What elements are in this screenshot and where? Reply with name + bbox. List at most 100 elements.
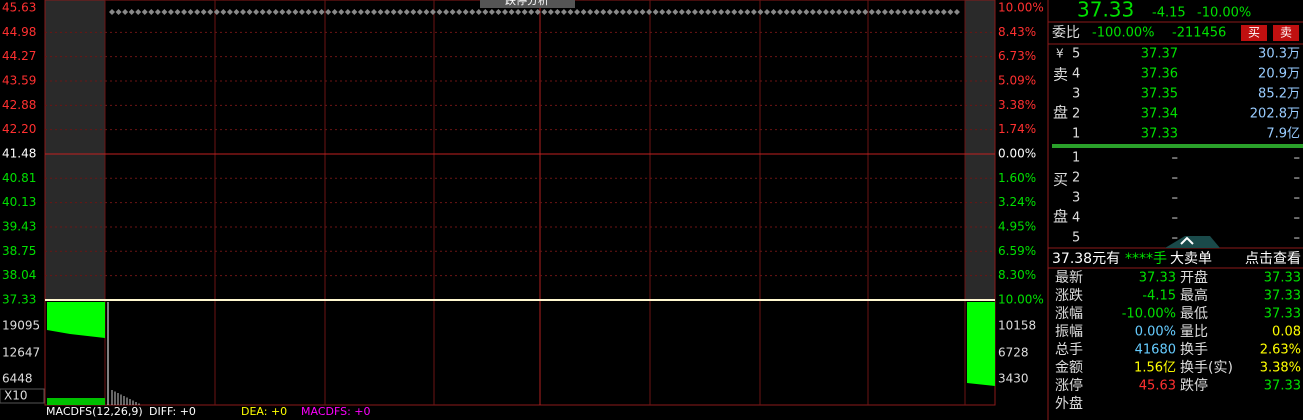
buy-button-label: 买 [1248, 26, 1260, 40]
percent-label: 4.95% [998, 219, 1036, 233]
buy-button[interactable] [1241, 25, 1267, 41]
marker [587, 9, 594, 15]
big-order: 37.38元有 [1052, 251, 1120, 267]
price-label: 38.04 [2, 268, 36, 282]
percent-label: 1.60% [998, 171, 1036, 185]
marker [927, 9, 934, 15]
marker [240, 9, 246, 15]
marker [154, 9, 161, 15]
marker [672, 9, 679, 15]
price-label: 44.98 [2, 25, 36, 39]
volume-area [47, 302, 105, 338]
marker [750, 9, 757, 15]
level-volume: – [1294, 211, 1301, 226]
marker [626, 9, 633, 15]
order-ratio-label: 委比 [1052, 25, 1080, 41]
level-volume: – [1294, 171, 1301, 186]
marker [443, 9, 450, 15]
stat-label: 最新 [1055, 270, 1083, 286]
marker [285, 9, 292, 15]
marker [495, 9, 502, 15]
level-volume: 20.9万 [1258, 67, 1300, 82]
stat-value: -4.15 [1142, 289, 1176, 304]
price-label: 42.20 [2, 122, 36, 136]
marker [947, 9, 954, 15]
level: 1 [1072, 127, 1080, 142]
level: 2 [1072, 107, 1080, 122]
button[interactable] [480, 0, 575, 8]
marker [895, 9, 901, 15]
marker [109, 9, 115, 15]
marker [606, 9, 613, 15]
price-label: 39.43 [2, 219, 36, 233]
level-price: – [1172, 191, 1179, 206]
marker [574, 9, 581, 15]
percent-label: 6.73% [998, 49, 1036, 63]
marker [351, 9, 358, 15]
marker [868, 9, 875, 15]
price-label: 38.75 [2, 244, 36, 258]
price-label: 44.27 [2, 49, 36, 63]
marker [181, 9, 188, 15]
marker [423, 9, 430, 15]
marker [901, 9, 908, 15]
marker [357, 9, 364, 15]
stat-value: 41680 [1135, 343, 1176, 358]
stat-value: 0.00% [1135, 325, 1176, 340]
stat-label: 量比 [1180, 324, 1208, 340]
stat-label: 金额 [1055, 360, 1083, 376]
marker [161, 9, 168, 15]
marker [469, 9, 476, 15]
marker [122, 9, 129, 15]
marker [292, 9, 299, 15]
percent-label: 8.43% [998, 25, 1036, 39]
marker [377, 9, 384, 15]
level: 3 [1072, 191, 1080, 206]
level: 5 [1072, 47, 1080, 62]
marker [875, 9, 882, 15]
marker [534, 9, 541, 15]
button-label: 跌停分析 [505, 0, 549, 7]
marker [744, 9, 751, 15]
percent-label: 0.00% [998, 146, 1036, 160]
marker [855, 9, 862, 15]
stat-label: 跌停 [1180, 377, 1208, 394]
marker [790, 9, 797, 15]
level-price: 37.34 [1141, 107, 1178, 122]
marker [809, 9, 816, 15]
marker [515, 9, 522, 15]
marker [220, 9, 227, 15]
marker [646, 9, 653, 15]
quote-change: -4.15 [1152, 6, 1186, 21]
price-label: 40.81 [2, 171, 36, 185]
marker [318, 9, 325, 15]
volume-label: X10 [4, 389, 28, 403]
stat-label: 换手(实) [1180, 359, 1233, 376]
indicator: MACDFS(12,26,9) [46, 405, 143, 418]
marker [449, 9, 456, 15]
marker [914, 9, 921, 15]
percent-label: 10.00% [998, 292, 1044, 306]
marker [135, 9, 142, 15]
stat-label: 涨停 [1055, 377, 1083, 394]
quote-pct: -10.00% [1197, 6, 1251, 21]
level: 3 [1072, 87, 1080, 102]
side-label: 盘 [1053, 208, 1068, 226]
sell-button[interactable] [1273, 25, 1299, 41]
marker [508, 9, 515, 15]
marker [521, 9, 528, 15]
marker [128, 9, 135, 15]
marker [279, 9, 286, 15]
marker [403, 9, 410, 15]
level-volume: 85.2万 [1258, 87, 1300, 102]
level-price: 37.37 [1141, 47, 1178, 62]
marker [200, 9, 207, 15]
marker [488, 9, 495, 15]
marker [560, 9, 567, 15]
marker [167, 9, 174, 15]
level-volume: 202.8万 [1250, 107, 1300, 122]
level: 4 [1072, 67, 1080, 82]
stat-label: 最低 [1180, 306, 1208, 322]
marker [600, 9, 607, 15]
marker [783, 9, 790, 15]
